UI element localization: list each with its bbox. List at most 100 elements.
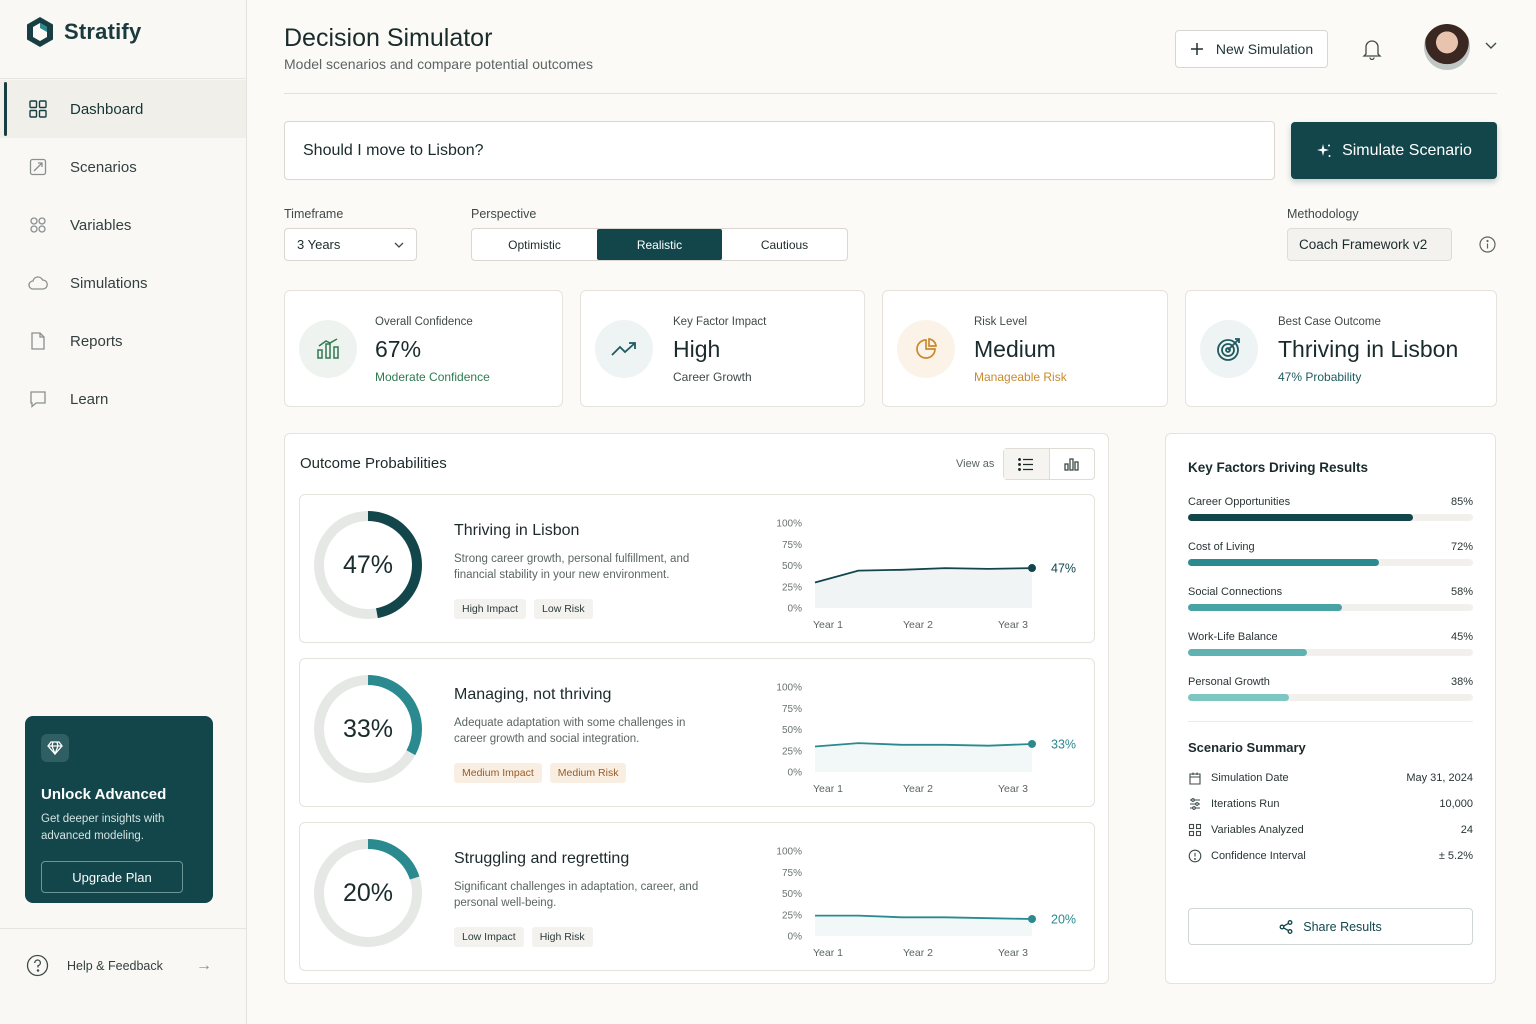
view-toggle xyxy=(1003,448,1095,480)
donut-chart xyxy=(314,675,422,783)
chevron-down-icon xyxy=(394,242,404,248)
view-as-label: View as xyxy=(956,458,995,470)
y-tick-label: 0% xyxy=(788,932,803,943)
sidebar-item-variables[interactable]: Variables xyxy=(0,196,246,254)
y-tick-label: 50% xyxy=(782,561,802,572)
panel-title: Outcome Probabilities xyxy=(300,455,447,472)
factor-value: 85% xyxy=(1450,496,1473,508)
x-tick-label: Year 2 xyxy=(903,619,933,631)
upgrade-plan-button[interactable]: Upgrade Plan xyxy=(41,861,183,893)
series-line xyxy=(814,567,1033,584)
kpi-card-impact: Key Factor Impact High Career Growth xyxy=(580,290,865,407)
sidebar-item-reports[interactable]: Reports xyxy=(0,312,246,370)
y-tick-label: 75% xyxy=(782,540,802,551)
share-icon xyxy=(1279,919,1293,934)
trend-up-icon xyxy=(595,320,653,378)
donut-arc xyxy=(314,675,422,783)
factor-bar-track xyxy=(1188,604,1473,611)
x-tick-label: Year 1 xyxy=(813,619,843,631)
info-icon[interactable] xyxy=(1479,236,1496,253)
help-label: Help & Feedback xyxy=(67,958,163,973)
sidebar-item-scenarios[interactable]: Scenarios xyxy=(0,138,246,196)
sidebar-item-learn[interactable]: Learn xyxy=(0,370,246,428)
perspective-optimistic[interactable]: Optimistic xyxy=(508,237,561,252)
list-view-button[interactable] xyxy=(1004,449,1050,479)
kpi-label: Best Case Outcome xyxy=(1278,316,1381,328)
factor-bar-track xyxy=(1188,649,1473,656)
perspective-label: Perspective xyxy=(471,207,537,221)
avatar[interactable] xyxy=(1424,24,1470,70)
donut-percentage: 33% xyxy=(342,714,394,743)
factor-label: Work-Life Balance xyxy=(1188,631,1278,643)
y-tick-label: 25% xyxy=(782,582,802,593)
factor-item: Career Opportunities 85% xyxy=(1188,496,1473,521)
outcome-description: Strong career growth, personal fulfillme… xyxy=(454,553,690,581)
kpi-sub: 47% Probability xyxy=(1278,370,1362,384)
kpi-value: Medium xyxy=(974,336,1056,362)
scenario-icon xyxy=(29,158,47,176)
outcome-title: Managing, not thriving xyxy=(454,686,612,703)
outcome-title: Thriving in Lisbon xyxy=(454,522,580,539)
factor-value: 45% xyxy=(1450,631,1473,643)
page-subtitle: Model scenarios and compare potential ou… xyxy=(284,56,593,72)
sidebar-item-dashboard[interactable]: Dashboard xyxy=(0,80,246,138)
share-results-button[interactable]: Share Results xyxy=(1188,908,1473,945)
y-tick-label: 100% xyxy=(776,683,802,694)
panel-title: Key Factors Driving Results xyxy=(1188,460,1369,475)
methodology-label: Methodology xyxy=(1287,207,1359,221)
summary-value: 10,000 xyxy=(1439,798,1473,810)
sidebar-item-simulations[interactable]: Simulations xyxy=(0,254,246,312)
chevron-down-icon[interactable] xyxy=(1485,42,1497,50)
factor-bar-track xyxy=(1188,514,1473,521)
arrow-right-icon: → xyxy=(196,956,212,974)
help-feedback-link[interactable]: Help & Feedback → xyxy=(26,954,212,977)
scenario-question-input[interactable]: Should I move to Lisbon? xyxy=(284,121,1275,180)
methodology-select[interactable]: Coach Framework v2 xyxy=(1287,228,1452,261)
kpi-value: Thriving in Lisbon xyxy=(1278,336,1459,362)
trend-chart: 100% 75% 50% 25% 0% Year 1 Year 2 Year 3 33% xyxy=(776,683,1076,796)
outcome-tag: Medium Impact xyxy=(454,763,542,783)
tag-group: High Impact Low Risk xyxy=(454,599,593,619)
page-title: Decision Simulator xyxy=(284,24,493,52)
trend-chart: 100% 75% 50% 25% 0% Year 1 Year 2 Year 3 20% xyxy=(776,847,1076,960)
perspective-cautious[interactable]: Cautious xyxy=(760,237,809,252)
upgrade-title: Unlock Advanced xyxy=(41,786,167,803)
summary-row: Confidence Interval ± 5.2% xyxy=(1188,849,1473,863)
document-icon xyxy=(31,332,45,350)
y-tick-label: 50% xyxy=(782,889,802,900)
series-area xyxy=(815,743,1032,772)
outcome-row[interactable]: 20% Struggling and regretting Significant … xyxy=(299,822,1095,971)
series-end-point xyxy=(1028,739,1036,748)
clock-icon xyxy=(1188,849,1202,863)
kpi-sub: Manageable Risk xyxy=(974,370,1067,384)
y-tick-label: 100% xyxy=(776,847,802,858)
logo[interactable]: Stratify xyxy=(26,16,141,48)
factor-item: Cost of Living 72% xyxy=(1188,541,1473,566)
bell-icon[interactable] xyxy=(1362,38,1382,60)
outcome-row[interactable]: 33% Managing, not thriving Adequate adapta… xyxy=(299,658,1095,807)
summary-value: 24 xyxy=(1460,824,1473,836)
summary-label: Iterations Run xyxy=(1211,798,1280,810)
logo-icon xyxy=(27,17,53,47)
chart-view-button[interactable] xyxy=(1050,449,1095,479)
kpi-card-confidence: Overall Confidence 67% Moderate Confiden… xyxy=(284,290,563,407)
kpi-label: Risk Level xyxy=(974,316,1028,328)
donut-arc xyxy=(314,511,422,619)
kpi-value: 67% xyxy=(375,336,422,362)
list-icon xyxy=(1018,457,1034,471)
divider xyxy=(284,93,1497,94)
donut-arc xyxy=(314,839,422,947)
sparkle-icon xyxy=(1317,143,1331,157)
key-factors-panel: Key Factors Driving Results Career Oppor… xyxy=(1165,433,1496,984)
timeframe-select[interactable]: 3 Years xyxy=(284,228,417,261)
kpi-sub: Career Growth xyxy=(673,370,752,384)
x-tick-label: Year 2 xyxy=(903,947,933,959)
y-tick-label: 0% xyxy=(788,604,803,615)
outcome-row[interactable]: 47% Thriving in Lisbon Strong career growt… xyxy=(299,494,1095,643)
perspective-realistic[interactable]: Realistic xyxy=(597,229,722,260)
plus-icon xyxy=(1190,43,1203,55)
y-tick-label: 25% xyxy=(782,746,802,757)
simulate-scenario-button[interactable]: Simulate Scenario xyxy=(1291,122,1497,179)
new-simulation-button[interactable]: New Simulation xyxy=(1175,30,1328,68)
factor-bar-fill xyxy=(1188,559,1379,566)
